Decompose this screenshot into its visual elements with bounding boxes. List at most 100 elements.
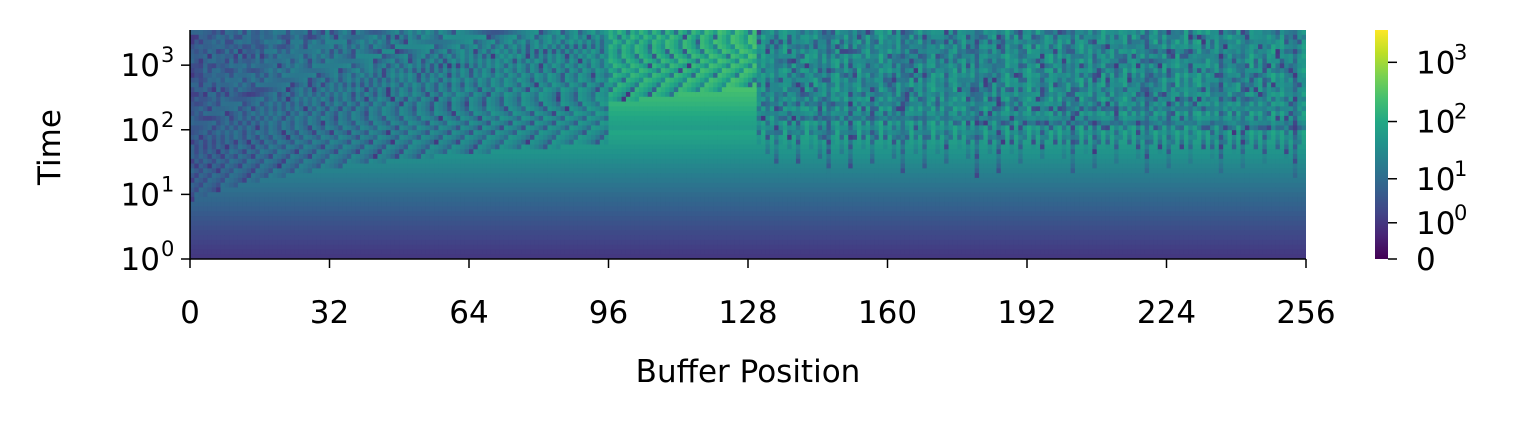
heatmap-cell: [390, 87, 396, 93]
heatmap-cell: [482, 72, 488, 79]
heatmap-cell: [525, 39, 531, 45]
heatmap-cell: [264, 125, 270, 131]
heatmap-cell: [264, 187, 270, 193]
heatmap-cell: [577, 139, 583, 146]
heatmap-cell: [364, 225, 370, 231]
heatmap-cell: [294, 211, 300, 217]
heatmap-cell: [220, 44, 226, 50]
heatmap-cell: [482, 230, 488, 236]
heatmap-cell: [516, 206, 522, 212]
heatmap-cell: [277, 115, 283, 122]
heatmap-cell: [394, 168, 400, 174]
heatmap-cell: [403, 177, 409, 184]
heatmap-cell: [333, 230, 339, 236]
heatmap-cell: [556, 254, 562, 259]
heatmap-cell: [421, 254, 427, 259]
heatmap-cell: [586, 92, 592, 98]
heatmap-cell: [307, 49, 313, 55]
heatmap-cell: [556, 130, 562, 136]
heatmap-cell: [355, 235, 361, 241]
heatmap-cell: [608, 63, 614, 69]
heatmap-cell: [229, 216, 235, 222]
heatmap-cell: [268, 211, 274, 217]
heatmap-cell: [630, 149, 636, 155]
heatmap-cell: [203, 206, 209, 212]
heatmap-cell: [499, 144, 505, 150]
heatmap-cell: [316, 34, 322, 41]
heatmap-cell: [346, 63, 352, 69]
heatmap-cell: [211, 244, 217, 251]
heatmap-cell: [390, 101, 396, 107]
heatmap-cell: [573, 34, 579, 41]
heatmap-cell: [421, 63, 427, 69]
heatmap-cell: [421, 177, 427, 184]
heatmap-cell: [390, 211, 396, 217]
heatmap-cell: [639, 249, 644, 255]
heatmap-cell: [521, 130, 527, 136]
heatmap-cell: [346, 30, 352, 36]
heatmap-cell: [429, 92, 435, 98]
heatmap-cell: [591, 211, 597, 217]
heatmap-cell: [333, 225, 339, 231]
heatmap-cell: [473, 44, 479, 50]
heatmap-cell: [438, 216, 444, 222]
heatmap-cell: [543, 115, 549, 122]
heatmap-cell: [534, 68, 540, 74]
heatmap-cell: [499, 115, 505, 122]
heatmap-cell: [464, 49, 470, 55]
heatmap-cell: [290, 249, 296, 255]
heatmap-cell: [547, 216, 553, 222]
heatmap-cell: [237, 149, 243, 155]
heatmap-cell: [447, 235, 453, 241]
heatmap-cell: [216, 173, 222, 179]
heatmap-cell: [242, 134, 248, 141]
heatmap-cell: [255, 230, 261, 236]
heatmap-cell: [190, 96, 195, 103]
heatmap-cell: [294, 216, 300, 222]
heatmap-cell: [560, 201, 566, 208]
heatmap-cell: [233, 115, 239, 122]
heatmap-cell: [338, 63, 344, 69]
heatmap-cell: [194, 177, 200, 184]
heatmap-cell: [464, 120, 470, 127]
heatmap-cell: [360, 53, 365, 60]
heatmap-cell: [560, 173, 566, 179]
heatmap-cell: [516, 68, 522, 74]
heatmap-cell: [364, 192, 370, 198]
heatmap-cell: [595, 173, 601, 179]
heatmap-cell: [534, 96, 540, 103]
heatmap-cell: [473, 39, 479, 45]
heatmap-cell: [377, 34, 383, 41]
heatmap-cell: [525, 230, 531, 236]
heatmap-cell: [373, 220, 379, 227]
heatmap-cell: [625, 206, 631, 212]
heatmap-cell: [438, 87, 444, 93]
heatmap-cell: [399, 177, 405, 184]
heatmap-cell: [399, 149, 405, 155]
heatmap-cell: [211, 196, 217, 203]
heatmap-cell: [303, 44, 309, 50]
heatmap-cell: [394, 216, 400, 222]
heatmap-cell: [360, 249, 365, 255]
heatmap-cell: [307, 220, 313, 227]
heatmap-cell: [203, 34, 209, 41]
heatmap-cell: [399, 115, 405, 122]
heatmap-cell: [569, 53, 575, 60]
heatmap-cell: [216, 206, 222, 212]
heatmap-cell: [591, 192, 597, 198]
heatmap-cell: [582, 68, 588, 74]
heatmap-cell: [364, 111, 370, 117]
heatmap-cell: [464, 177, 470, 184]
heatmap-cell: [591, 254, 597, 259]
heatmap-cell: [355, 82, 361, 88]
heatmap-cell: [429, 111, 435, 117]
heatmap-cell: [482, 154, 488, 160]
heatmap-cell: [460, 225, 466, 231]
heatmap-cell: [469, 44, 474, 50]
heatmap-cell: [477, 63, 483, 69]
heatmap-cell: [386, 230, 392, 236]
heatmap-cell: [403, 39, 409, 45]
heatmap-cell: [381, 220, 387, 227]
heatmap-cell: [264, 96, 270, 103]
heatmap-cell: [560, 158, 566, 165]
